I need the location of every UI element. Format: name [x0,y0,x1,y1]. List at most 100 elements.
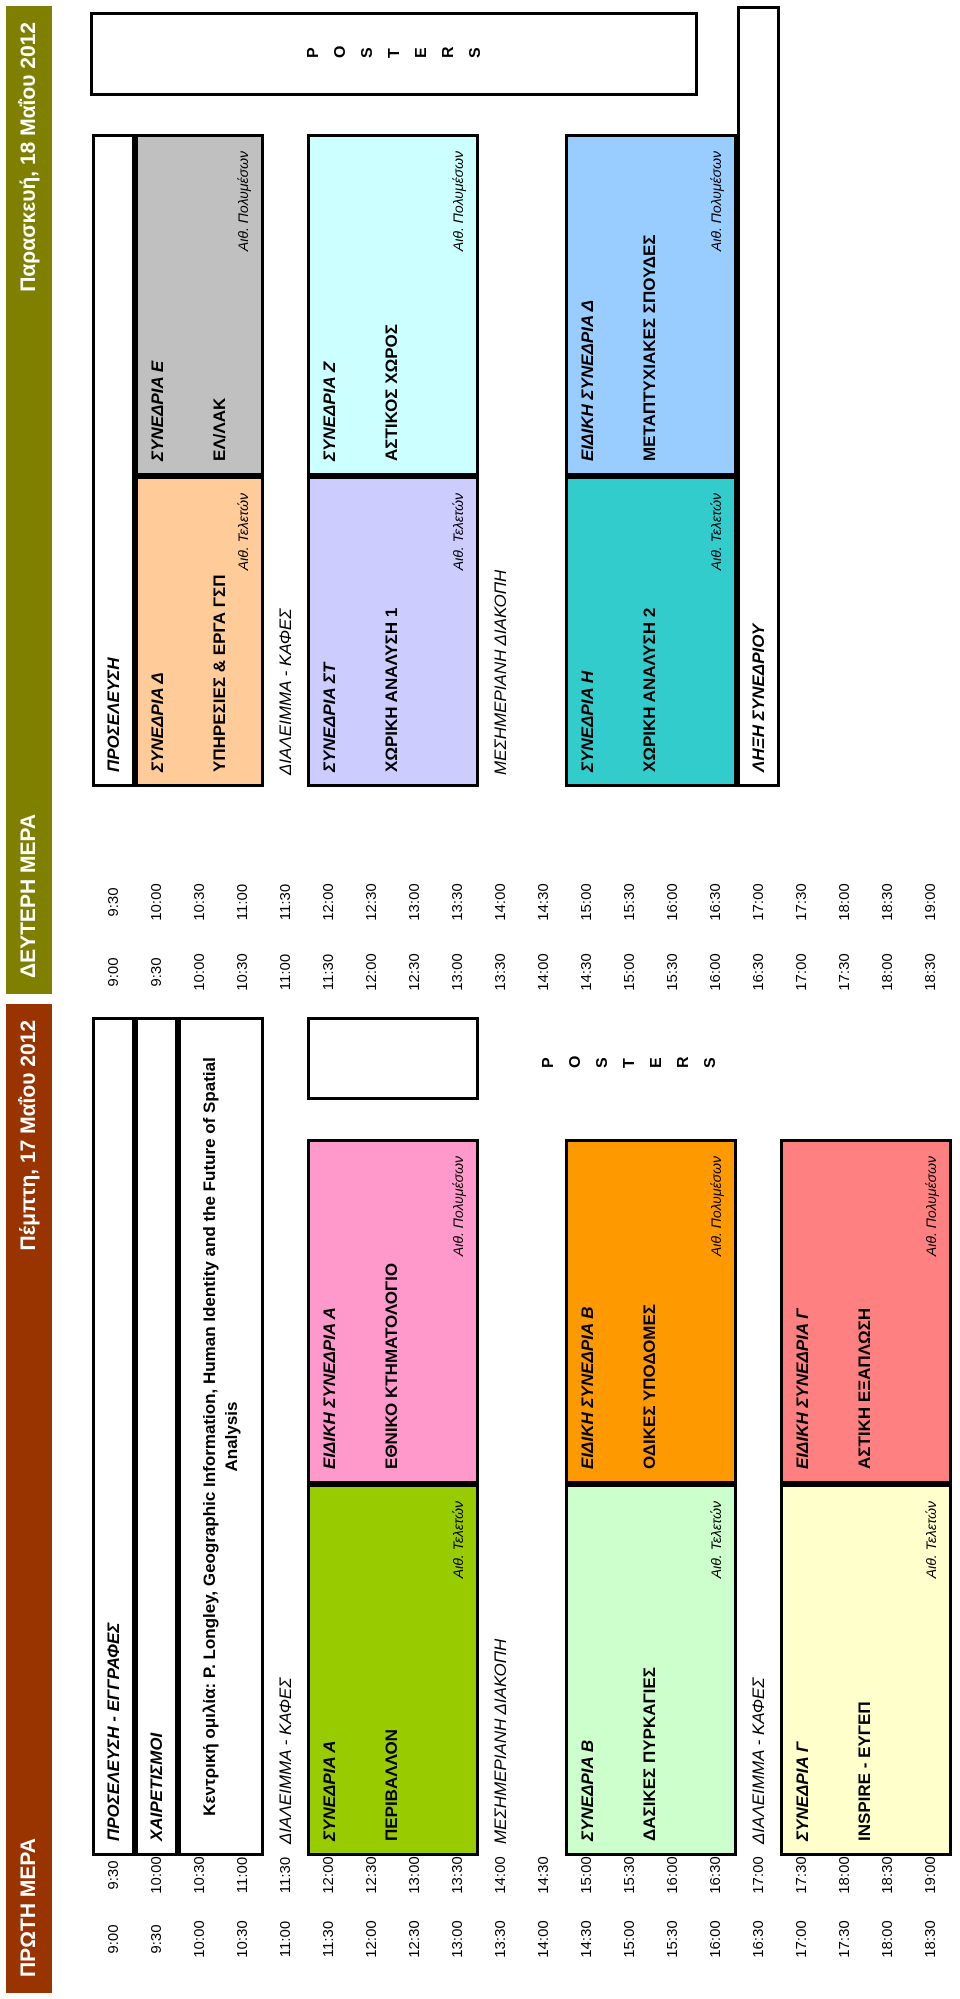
session-topic: ΕΘΝΙΚΟ ΚΤΗΜΑΤΟΛΟΓΙΟ [382,1262,401,1469]
time-start: 18:00 [879,1920,896,1958]
session-title: ΣΥΝΕΔΡΙΑ Ε [148,360,167,461]
session-title: ΣΥΝΕΔΡΙΑ Γ [793,1741,812,1841]
time-start: 16:00 [707,953,724,991]
session-room: Αιθ. Πολυμέσων [450,1156,466,1257]
time-start: 13:00 [449,953,466,991]
time-end: 14:00 [492,883,509,921]
time-end: 14:30 [535,883,552,921]
time-start: 18:00 [879,953,896,991]
time-start: 13:30 [492,953,509,991]
time-end: 12:00 [320,883,337,921]
time-start: 9:00 [105,1924,122,1954]
session-topic: ΕΛ/ΛΑΚ [210,397,229,461]
session: ΣΥΝΕΔΡΙΑ Α ΠΕΡΙΒΑΛΛΟΝ Αιθ. Τελετών [307,1484,479,1856]
time-start: 9:30 [148,1924,165,1954]
session-topic: ΠΕΡΙΒΑΛΛΟΝ [382,1729,401,1841]
event: ΧΑΙΡΕΤΙΣΜΟΙ [135,1017,178,1856]
session-topic: ΧΩΡΙΚΗ ΑΝΑΛΥΣΗ 1 [382,607,401,772]
posters-label: POSTERS [305,45,484,58]
time-start: 18:30 [922,953,939,991]
time-end: 16:00 [664,883,681,921]
session-title: ΣΥΝΕΔΡΙΑ ΣΤ [320,662,339,772]
time-start: 17:30 [836,1920,853,1958]
time-end: 17:00 [750,883,767,921]
break: ΜΕΣΗΜΕΡΙΑΝΗ ΔΙΑΚΟΠΗ [490,1638,510,1844]
time-end: 18:00 [836,883,853,921]
session-topic: ΟΔΙΚΕΣ ΥΠΟΔΟΜΕΣ [640,1303,659,1469]
day-date: Παρασκευή, 18 Μαΐου 2012 [17,22,40,292]
session-title: ΕΙΔΙΚΗ ΣΥΝΕΔΡΙΑ Α [320,1307,339,1469]
time-start: 17:30 [836,953,853,991]
session-topic: ΥΠΗΡΕΣΙΕΣ & ΕΡΓΑ ΓΣΠ [210,574,229,772]
day-header: ΔΕΥΤΕΡΗ ΜΕΡΑ Παρασκευή, 18 Μαΐου 2012 [6,6,52,994]
event: ΛΗΞΗ ΣΥΝΕΔΡΙΟΥ [737,6,780,787]
session-room: Αιθ. Πολυμέσων [708,1156,724,1257]
session: ΣΥΝΕΔΡΙΑ Η ΧΩΡΙΚΗ ΑΝΑΛΥΣΗ 2 Αιθ. Τελετών [565,476,737,787]
time-start: 15:30 [664,1920,681,1958]
time-start: 10:30 [234,953,251,991]
time-start: 15:00 [621,1920,638,1958]
session: ΣΥΝΕΔΡΙΑ Ε ΕΛ/ΛΑΚ Αιθ. Πολυμέσων [135,134,264,476]
time-end: 10:00 [148,883,165,921]
session-title: ΣΥΝΕΔΡΙΑ Η [578,670,597,772]
day-title: ΠΡΩΤΗ ΜΕΡΑ [17,1838,40,1977]
time-end: 9:30 [105,887,122,917]
time-start: 9:00 [105,957,122,987]
time-start: 13:30 [492,1920,509,1958]
session-room: Αιθ. Τελετών [450,1501,466,1579]
time-start: 15:30 [664,953,681,991]
session-room: Αιθ. Πολυμέσων [235,151,251,252]
session-topic: ΔΑΣΙΚΕΣ ΠΥΡΚΑΓΙΕΣ [640,1667,659,1841]
time-start: 9:30 [148,957,165,987]
break: ΔΙΑΛΕΙΜΜΑ - ΚΑΦΕΣ [275,608,295,775]
session-title: ΣΥΝΕΔΡΙΑ Β [578,1739,597,1841]
time-start: 12:30 [406,1920,423,1958]
session-room: Αιθ. Πολυμέσων [923,1156,939,1257]
time-end: 12:30 [363,883,380,921]
session: ΣΥΝΕΔΡΙΑ Β ΔΑΣΙΚΕΣ ΠΥΡΚΑΓΙΕΣ Αιθ. Τελετών [565,1484,737,1856]
session-topic: ΑΣΤΙΚΗ ΕΞΑΠΛΩΣΗ [855,1307,874,1469]
session-title: ΣΥΝΕΔΡΙΑ Α [320,1740,339,1841]
time-end: 11:00 [234,883,251,921]
event: ΠΡΟΣΕΛΕΥΣΗ - ΕΓΓΡΑΦΕΣ [92,1017,135,1856]
session-title: ΕΙΔΙΚΗ ΣΥΝΕΔΡΙΑ Γ [793,1308,812,1469]
session-title: ΣΥΝΕΔΡΙΑ Ζ [320,361,339,461]
time-start: 14:00 [535,953,552,991]
time-start: 13:00 [449,1920,466,1958]
time-end: 10:30 [191,883,208,921]
session: ΕΙΔΙΚΗ ΣΥΝΕΔΡΙΑ Δ ΜΕΤΑΠΤΥΧΙΑΚΕΣ ΣΠΟΥΔΕΣ Αι… [565,134,737,476]
time-start: 14:30 [578,1920,595,1958]
break: ΔΙΑΛΕΙΜΜΑ - ΚΑΦΕΣ [748,1677,768,1844]
time-start: 11:00 [277,953,294,991]
break: ΜΕΣΗΜΕΡΙΑΝΗ ΔΙΑΚΟΠΗ [490,569,510,775]
time-start: 14:00 [535,1920,552,1958]
time-end: 14:30 [535,1856,552,1894]
time-start: 16:30 [750,1920,767,1958]
day-title: ΔΕΥΤΕΡΗ ΜΕΡΑ [17,813,40,978]
time-start: 16:30 [750,953,767,991]
time-end: 11:30 [277,883,294,921]
day-date: Πέμπτη, 17 Μαΐου 2012 [17,1020,40,1251]
session-room: Αιθ. Τελετών [708,493,724,571]
session-room: Αιθ. Τελετών [450,493,466,571]
session: ΣΥΝΕΔΡΙΑ Ζ ΑΣΤΙΚΟΣ ΧΩΡΟΣ Αιθ. Πολυμέσων [307,134,479,476]
time-start: 11:00 [277,1920,294,1958]
session-title: ΣΥΝΕΔΡΙΑ Δ [148,672,167,772]
event: ΠΡΟΣΕΛΕΥΣΗ [92,134,135,787]
time-end: 15:00 [578,883,595,921]
time-start: 12:00 [363,1920,380,1958]
session: ΣΥΝΕΔΡΙΑ Δ ΥΠΗΡΕΣΙΕΣ & ΕΡΓΑ ΓΣΠ Αιθ. Τελετ… [135,476,264,787]
keynote: Κεντρική ομιλία: P. Longley, Geographic … [178,1017,264,1856]
session: ΣΥΝΕΔΡΙΑ ΣΤ ΧΩΡΙΚΗ ΑΝΑΛΥΣΗ 1 Αιθ. Τελετών [307,476,479,787]
time-end: 13:00 [406,883,423,921]
time-start: 12:30 [406,953,423,991]
session-topic: ΧΩΡΙΚΗ ΑΝΑΛΥΣΗ 2 [640,607,659,772]
time-start: 11:30 [320,1920,337,1958]
time-end: 16:30 [707,883,724,921]
time-start: 11:30 [320,953,337,991]
session-topic: ΜΕΤΑΠΤΥΧΙΑΚΕΣ ΣΠΟΥΔΕΣ [640,234,659,461]
time-start: 17:00 [793,953,810,991]
